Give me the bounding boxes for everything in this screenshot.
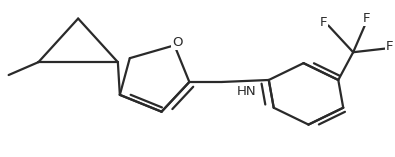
Text: F: F: [386, 40, 394, 53]
Text: F: F: [362, 12, 370, 25]
Text: HN: HN: [237, 85, 257, 98]
Text: O: O: [172, 36, 182, 49]
Text: F: F: [320, 16, 327, 29]
